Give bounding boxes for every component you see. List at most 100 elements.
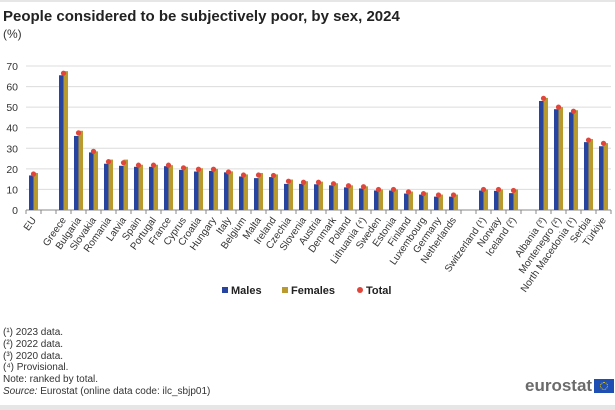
- bar-females: [123, 159, 128, 210]
- bar-males: [419, 194, 424, 210]
- footnotes: (¹) 2023 data. (²) 2022 data. (³) 2020 d…: [3, 327, 210, 398]
- point-total: [360, 184, 367, 190]
- bar-females: [543, 97, 548, 210]
- logo-text: eurostat: [525, 376, 593, 395]
- bar-females: [138, 164, 143, 210]
- bar-females: [423, 192, 428, 210]
- point-total: [30, 171, 37, 177]
- point-total: [390, 186, 397, 193]
- bar-females: [438, 194, 443, 210]
- note: Note: ranked by total.: [3, 374, 99, 386]
- bar-females: [258, 172, 263, 210]
- footnote: (¹) 2023 data.: [3, 327, 64, 338]
- bar-females: [33, 172, 38, 210]
- point-total: [585, 137, 592, 143]
- bar-males: [209, 170, 214, 210]
- y-tick-label: 30: [6, 143, 18, 155]
- bar-males: [269, 177, 274, 210]
- x-tick-label: EU: [22, 215, 39, 233]
- point-total: [480, 186, 487, 193]
- source-text: Eurostat (online data code: ilc_sbjp01): [37, 385, 211, 397]
- point-total: [180, 165, 187, 171]
- bar-females: [333, 183, 338, 210]
- top-divider: [0, 0, 615, 2]
- bar-females: [498, 189, 503, 210]
- eurostat-logo: eurostat: [525, 376, 615, 396]
- source-label: Source:: [3, 385, 38, 397]
- bar-males: [539, 100, 544, 210]
- bar-males: [194, 171, 199, 210]
- bar-males: [254, 178, 259, 210]
- bar-females: [228, 171, 233, 210]
- bottom-divider: [0, 405, 615, 410]
- bar-males: [299, 183, 304, 210]
- bar-females: [408, 191, 413, 210]
- legend-label-total: Total: [366, 285, 391, 297]
- bar-females: [348, 185, 353, 210]
- bar-males: [359, 188, 364, 210]
- y-tick-label: 10: [6, 184, 18, 196]
- bar-females: [78, 130, 83, 210]
- bar-males: [224, 172, 229, 210]
- bar-males: [29, 175, 34, 210]
- bar-females: [603, 143, 608, 210]
- footnote: (⁴) Provisional.: [3, 362, 69, 374]
- bar-females: [363, 186, 368, 210]
- point-total: [450, 192, 457, 198]
- bar-females: [153, 164, 158, 210]
- bar-males: [314, 184, 319, 210]
- point-total: [255, 172, 262, 178]
- point-total: [135, 162, 142, 168]
- point-total: [420, 190, 427, 197]
- chart-unit: (%): [3, 27, 22, 41]
- bar-males: [104, 163, 109, 210]
- point-total: [270, 172, 277, 179]
- bar-males: [239, 176, 244, 210]
- point-total: [405, 189, 412, 195]
- bar-females: [243, 174, 248, 210]
- bar-females: [453, 194, 458, 210]
- y-tick-label: 70: [6, 61, 18, 73]
- y-tick-label: 40: [6, 123, 18, 135]
- point-total: [435, 192, 442, 198]
- point-total: [540, 95, 547, 101]
- bar-males: [329, 185, 334, 210]
- bar-females: [63, 71, 68, 211]
- bar-males: [584, 142, 589, 210]
- point-total: [75, 130, 82, 136]
- point-total: [375, 186, 382, 193]
- bar-females: [198, 168, 203, 210]
- bar-males: [119, 165, 124, 210]
- bar-males: [374, 190, 379, 210]
- bar-females: [288, 179, 293, 210]
- point-total: [120, 160, 127, 166]
- point-total: [300, 179, 307, 185]
- bar-females: [273, 174, 278, 210]
- point-total: [330, 181, 337, 187]
- legend-label-females: Females: [291, 285, 335, 297]
- point-total: [165, 162, 172, 168]
- bar-males: [554, 109, 559, 210]
- bar-males: [284, 183, 289, 210]
- bar-males: [179, 169, 184, 210]
- point-total: [345, 183, 352, 189]
- point-total: [510, 187, 517, 194]
- y-tick-label: 0: [12, 205, 18, 217]
- bar-females: [378, 189, 383, 210]
- point-total: [285, 178, 292, 184]
- bar-males: [389, 190, 394, 210]
- point-total: [495, 186, 502, 193]
- point-total: [195, 166, 202, 172]
- point-total: [240, 172, 247, 178]
- bar-males: [434, 196, 439, 210]
- point-total: [315, 179, 322, 185]
- bar-males: [344, 187, 349, 210]
- bar-males: [164, 166, 169, 210]
- bar-males: [149, 166, 154, 210]
- point-total: [60, 70, 67, 76]
- y-tick-label: 50: [6, 102, 18, 114]
- point-total: [210, 166, 217, 172]
- bar-males: [89, 152, 94, 210]
